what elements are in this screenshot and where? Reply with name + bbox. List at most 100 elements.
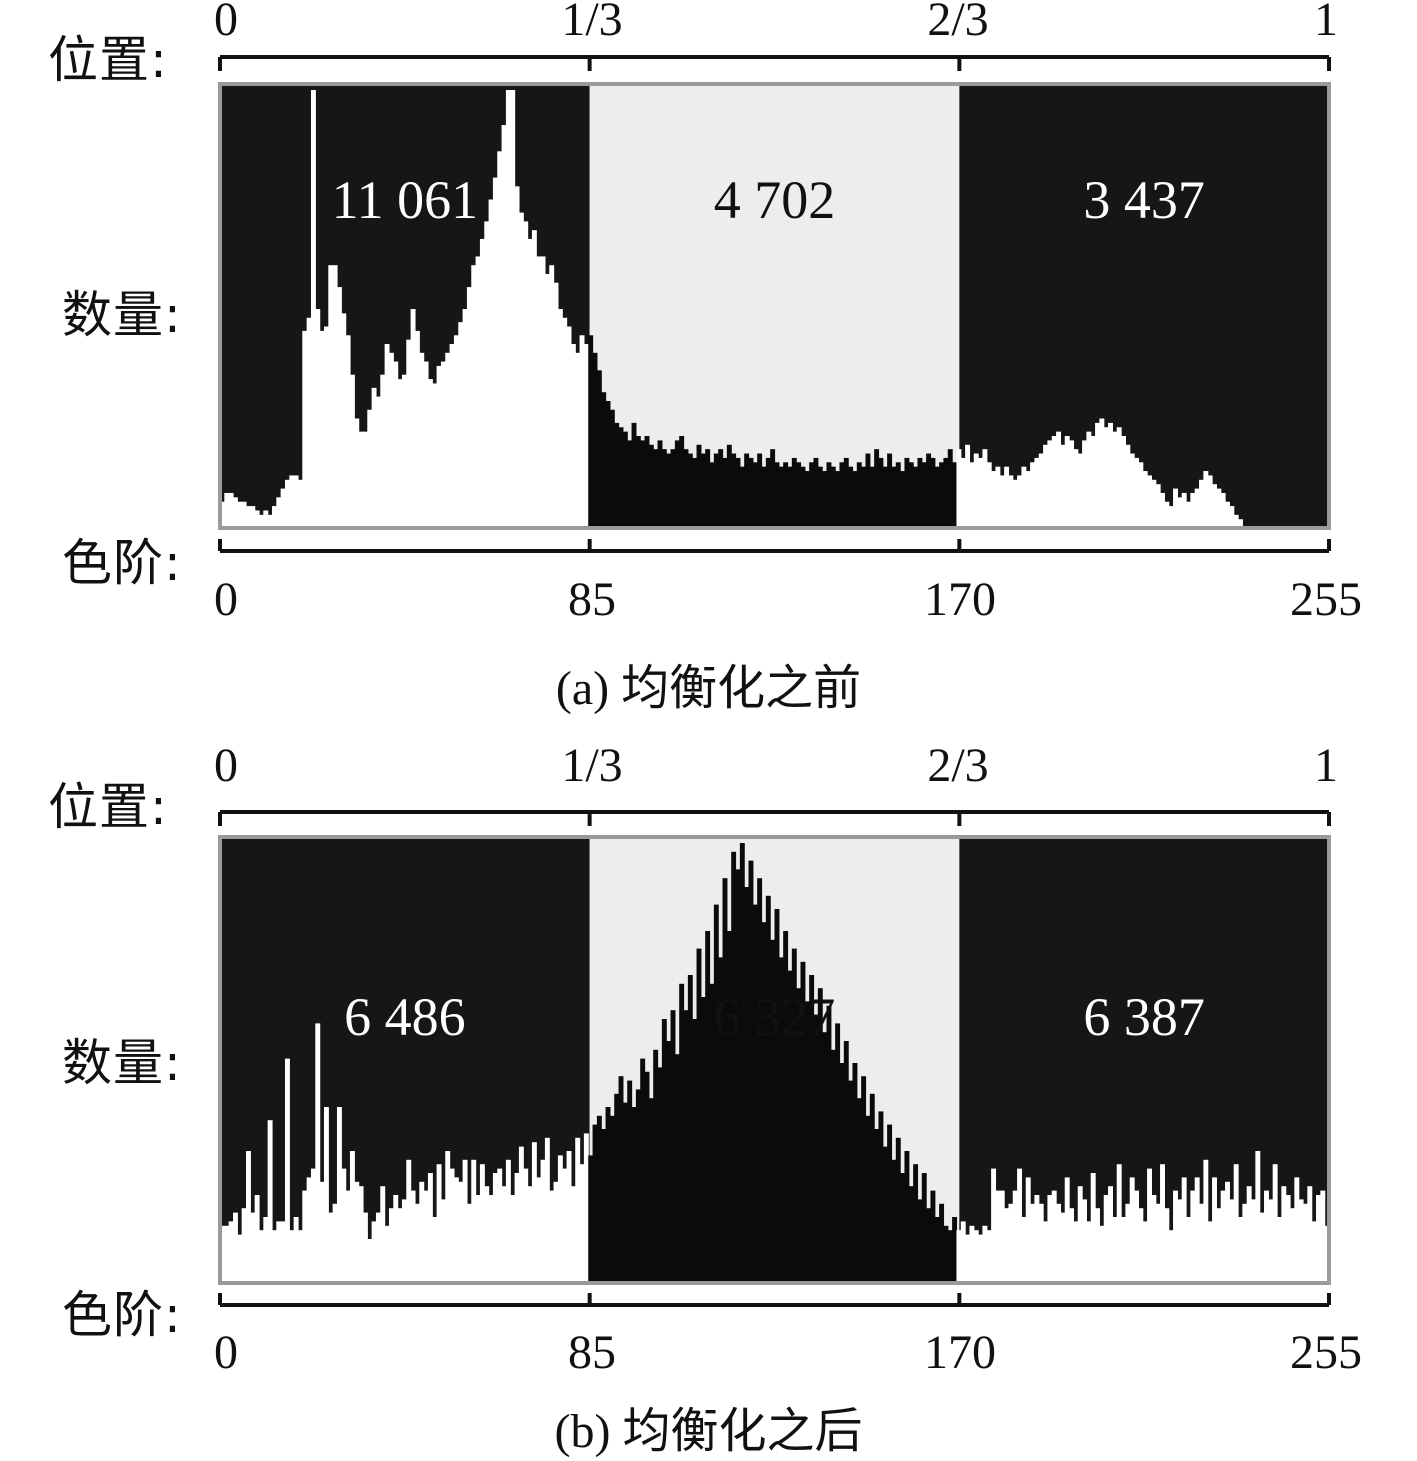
histogram-after-chart: 6 486 6 327 6 387 [218, 810, 1331, 1307]
histogram-bar [705, 931, 711, 1283]
histogram-bar [237, 501, 243, 528]
histogram-bar [367, 1239, 373, 1283]
histogram-bar [913, 1164, 919, 1283]
histogram-bar [436, 1164, 442, 1283]
histogram-bar [904, 1151, 910, 1283]
histogram-bar [484, 221, 490, 528]
histogram-bar [1125, 1203, 1131, 1283]
histogram-bar [791, 948, 797, 1283]
histogram-bar [874, 1129, 880, 1283]
histogram-bar [683, 449, 689, 528]
histogram-bar [1181, 492, 1187, 528]
histogram-bar [973, 1230, 979, 1283]
histogram-bar [1233, 1164, 1239, 1283]
histogram-bar [1320, 1190, 1326, 1283]
histogram-bar [830, 466, 836, 528]
histogram-bar [1064, 436, 1070, 528]
region-total-label: 6 327 [714, 987, 836, 1047]
histogram-bar [220, 501, 225, 528]
histogram-bar [588, 1155, 594, 1283]
histogram-bar [488, 199, 494, 528]
region-total-label: 11 061 [332, 170, 479, 230]
histogram-bar [1264, 1190, 1269, 1283]
histogram-bar [1012, 479, 1018, 528]
histogram-bar [1294, 1177, 1300, 1283]
histogram-bar [956, 449, 962, 528]
histogram-bar [800, 961, 806, 1283]
histogram-bar [1186, 1217, 1191, 1283]
histogram-bar [276, 497, 282, 528]
histogram-bar [466, 287, 472, 528]
top-tick-label: 0 [214, 739, 238, 792]
histogram-bar [1069, 1208, 1075, 1283]
histogram-bar [336, 287, 342, 528]
histogram-bar [1108, 1186, 1113, 1283]
histogram-bar [570, 344, 576, 528]
histogram-bar [436, 365, 442, 528]
histogram-bar [349, 374, 355, 528]
histogram-bar [770, 449, 776, 528]
histogram-bar [380, 374, 386, 528]
histogram-bar [865, 453, 871, 528]
histogram-bar [687, 453, 693, 528]
histogram-bar [384, 344, 390, 528]
histogram-bar [306, 1177, 312, 1283]
histogram-bar [220, 1225, 225, 1283]
histogram-bar [934, 1217, 940, 1283]
histogram-bar [289, 1230, 295, 1283]
histogram-bar [427, 379, 433, 528]
histogram-bar [388, 352, 394, 528]
histogram-bar [232, 497, 238, 528]
histogram-bar [839, 462, 845, 528]
histogram-bar [1203, 471, 1209, 528]
top-tick-label: 1/3 [561, 0, 623, 46]
histogram-bar [861, 466, 867, 528]
histogram-bar [887, 1124, 893, 1283]
histogram-bar [523, 221, 529, 528]
histogram-bar [635, 436, 641, 528]
histogram-bar [726, 931, 732, 1283]
histogram-bar [1246, 1186, 1252, 1283]
histogram-bar [302, 330, 308, 528]
region-total-label: 6 387 [1083, 987, 1205, 1047]
histogram-bar [466, 1203, 472, 1283]
histogram-bar [1043, 1221, 1049, 1283]
histogram-bar [497, 151, 503, 528]
position-row-label: 位置: [48, 778, 168, 836]
histogram-bar [895, 462, 901, 528]
histogram-bar [856, 462, 862, 528]
histogram-bar [713, 453, 719, 528]
histogram-bar [310, 90, 316, 528]
histogram-bar [358, 431, 364, 528]
histogram-bar [328, 1212, 334, 1283]
histogram-bar [679, 436, 685, 528]
histogram-bar [475, 1195, 481, 1283]
histogram-bar [960, 1221, 966, 1283]
plot-frame [218, 835, 1331, 1285]
histogram-bar [289, 475, 295, 528]
histogram-bar [1025, 1177, 1031, 1283]
histogram-bar [848, 1080, 854, 1283]
histogram-bar [557, 1155, 563, 1283]
histogram-bar [432, 1217, 438, 1283]
histogram-panel-before: 11 061 4 702 3 437 位置: 数量: 色阶: 0 1/3 2/3 1… [0, 0, 1417, 720]
histogram-bar [991, 471, 997, 528]
histogram-bar [1017, 1168, 1023, 1283]
histogram-bar [406, 339, 412, 528]
histogram-bar [406, 1159, 412, 1283]
histogram-bar [544, 1137, 550, 1283]
histogram-bar [449, 344, 455, 528]
histogram-bar [332, 265, 338, 528]
histogram-bar [540, 256, 546, 528]
histogram-bar [900, 1173, 906, 1283]
histogram-bar [505, 90, 511, 528]
histogram-bar [1064, 1177, 1070, 1283]
histogram-bar [276, 1221, 282, 1283]
histogram-bar [232, 1212, 238, 1283]
histogram-bar [1220, 492, 1226, 528]
histogram-bar [575, 352, 581, 528]
histogram-bar [1099, 418, 1105, 528]
histogram-bar [917, 457, 923, 528]
histogram-bar [817, 466, 823, 528]
histogram-bar [492, 1173, 498, 1283]
